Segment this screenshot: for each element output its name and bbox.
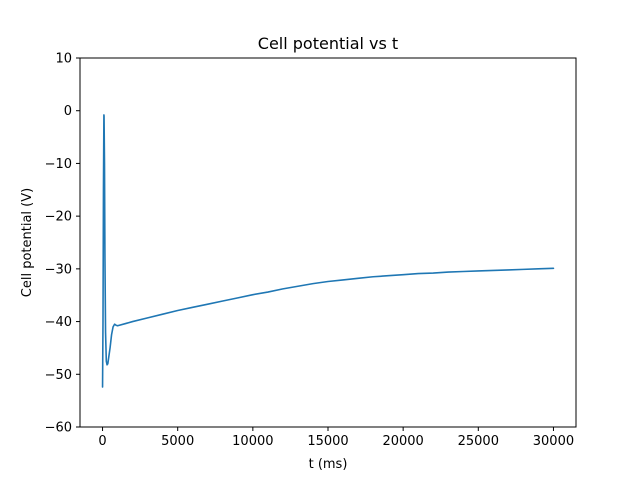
plot-frame	[79, 57, 577, 428]
x-axis-ticks: 0 5000 10000 15000 20000 25000 30000	[98, 427, 574, 449]
y-tick-label: −60	[45, 421, 72, 436]
x-tick-label: 30000	[533, 434, 574, 449]
series-layer	[101, 114, 555, 388]
y-tick-label: 0	[64, 104, 72, 119]
y-tick-label: −40	[45, 315, 72, 330]
y-tick-label: −10	[45, 157, 72, 172]
series-line	[101, 114, 555, 388]
y-tick-label: −20	[45, 210, 72, 225]
x-tick-label: 5000	[161, 434, 194, 449]
y-axis-ticks: −60 −50 −40 −30 −20 −10 0 10	[45, 52, 80, 436]
x-tick-label: 25000	[458, 434, 499, 449]
x-tick-label: 10000	[232, 434, 273, 449]
y-tick-label: −30	[45, 262, 72, 277]
x-axis-label: t (ms)	[309, 457, 348, 472]
x-tick-label: 15000	[307, 434, 348, 449]
y-tick-label: 10	[55, 52, 72, 67]
x-tick-label: 0	[98, 434, 106, 449]
x-tick-label: 20000	[382, 434, 423, 449]
chart-title: Cell potential vs t	[258, 34, 398, 53]
y-tick-label: −50	[45, 368, 72, 383]
y-axis-label: Cell potential (V)	[20, 188, 35, 297]
